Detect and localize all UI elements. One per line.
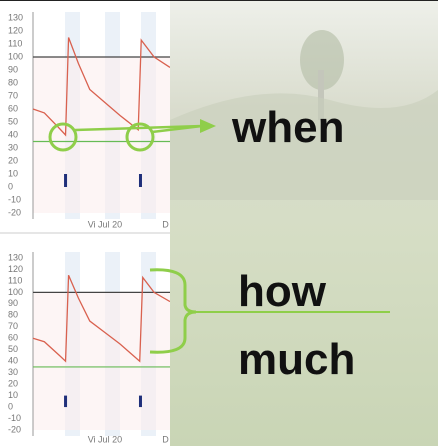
y-tick-label: 130 [8,12,23,22]
y-tick-label: 130 [8,252,23,262]
irrigation-bar [64,396,67,407]
y-tick-label: 20 [8,155,18,165]
annotation-how: how [238,267,327,316]
y-tick-label: 0 [8,401,13,411]
y-tick-label: 70 [8,321,18,331]
y-tick-label: -10 [8,413,21,423]
shade-area [33,57,170,213]
shade-area [33,292,170,430]
y-tick-label: 110 [8,275,22,285]
y-tick-label: -20 [8,424,21,434]
y-tick-label: 80 [8,310,18,320]
x-tick-label: D [162,434,169,444]
y-tick-label: 40 [8,129,18,139]
y-tick-label: 40 [8,356,18,366]
y-tick-label: 120 [8,25,23,35]
y-tick-label: 10 [8,390,18,400]
y-tick-label: 100 [8,287,23,297]
x-tick-label: D [162,219,169,229]
y-tick-label: 120 [8,264,23,274]
irrigation-bar [64,174,67,187]
y-tick-label: 30 [8,367,18,377]
y-tick-label: 60 [8,103,18,113]
y-tick-label: 50 [8,344,18,354]
x-tick-label: Vi Jul 20 [88,434,122,444]
y-tick-label: 60 [8,333,18,343]
y-tick-label: 80 [8,77,18,87]
y-tick-label: 90 [8,64,18,74]
y-tick-label: 0 [8,181,13,191]
y-tick-label: 100 [8,51,23,61]
y-tick-label: 10 [8,168,18,178]
annotation-when: when [231,103,344,152]
irrigation-bar [139,396,142,407]
y-tick-label: 90 [8,298,18,308]
y-tick-label: -10 [8,194,21,204]
y-tick-label: 20 [8,379,18,389]
x-tick-label: Vi Jul 20 [88,219,122,229]
irrigation-bar [139,174,142,187]
y-tick-label: 30 [8,142,18,152]
annotation-much: much [238,335,355,384]
y-tick-label: 70 [8,90,18,100]
screenshot: 1301201101009080706050403020100-10-20Vi … [0,0,438,446]
y-tick-label: -20 [8,207,21,217]
y-tick-label: 50 [8,116,18,126]
y-tick-label: 110 [8,38,22,48]
